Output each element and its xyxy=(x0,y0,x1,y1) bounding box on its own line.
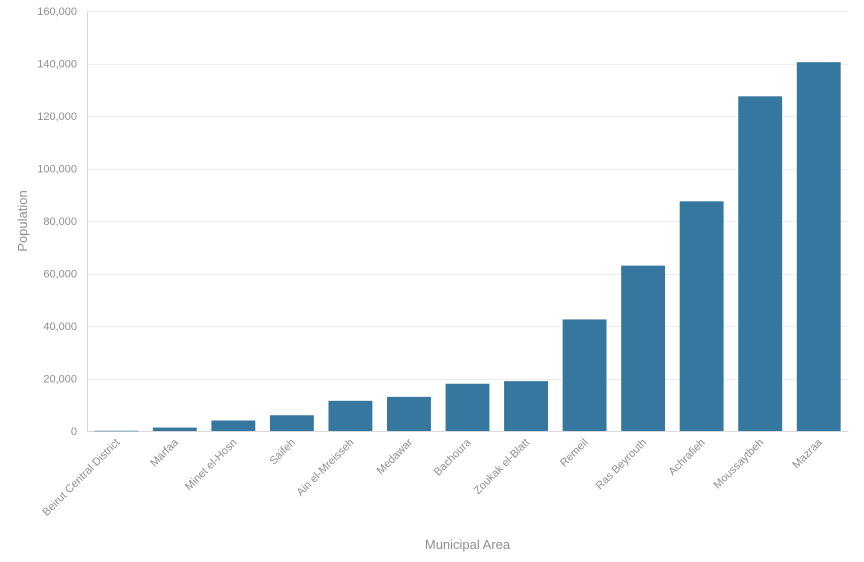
bar[interactable] xyxy=(796,62,841,431)
x-axis-title: Municipal Area xyxy=(425,537,511,552)
bar[interactable] xyxy=(504,381,548,431)
x-tick-label: Moussaytbeh xyxy=(712,437,767,492)
bar[interactable] xyxy=(738,96,783,431)
y-tick-label: 100,000 xyxy=(37,164,77,176)
y-axis: 0 20,000 40,000 60,000 80,000 100,000 120,000 1… xyxy=(37,6,88,438)
y-tick-label: 60,000 xyxy=(43,269,77,281)
x-axis: Beirut Central District Marfaa Minet el-Ho… xyxy=(40,436,825,519)
y-axis-title: Population xyxy=(15,190,30,251)
y-tick-label: 80,000 xyxy=(43,216,77,228)
x-tick-label: Saifeh xyxy=(267,437,298,468)
y-tick-label: 40,000 xyxy=(43,321,77,333)
bars xyxy=(94,62,841,432)
y-tick-label: 20,000 xyxy=(43,374,77,386)
x-tick-label: Remeil xyxy=(558,437,591,470)
bar[interactable] xyxy=(328,400,373,431)
x-tick-label: Zoukak el-Blatt xyxy=(472,437,532,497)
y-tick-label: 140,000 xyxy=(37,59,77,71)
x-tick-label: Ain el-Mreisseh xyxy=(294,437,356,499)
y-tick-label: 0 xyxy=(71,426,77,438)
x-tick-label: Mazraa xyxy=(790,436,825,471)
bar[interactable] xyxy=(679,201,724,431)
bar[interactable] xyxy=(211,420,256,432)
x-tick-label: Medawar xyxy=(375,436,416,477)
y-tick-label: 120,000 xyxy=(37,111,77,123)
bar[interactable] xyxy=(445,383,490,431)
y-tick-label: 160,000 xyxy=(37,6,77,18)
bar[interactable] xyxy=(269,415,314,431)
bar[interactable] xyxy=(94,430,139,432)
x-tick-label: Marfaa xyxy=(148,436,181,469)
x-tick-label: Bachoura xyxy=(432,436,474,478)
grid-lines xyxy=(87,11,848,432)
x-tick-label: Ras Beyrouth xyxy=(594,437,650,493)
x-tick-label: Minet el-Hosn xyxy=(183,437,239,493)
bar[interactable] xyxy=(562,319,607,431)
x-tick-label: Achrafieh xyxy=(666,437,707,478)
x-tick-label: Beirut Central District xyxy=(40,437,122,519)
bar[interactable] xyxy=(152,427,197,431)
bar[interactable] xyxy=(621,265,666,431)
bar[interactable] xyxy=(387,396,431,431)
